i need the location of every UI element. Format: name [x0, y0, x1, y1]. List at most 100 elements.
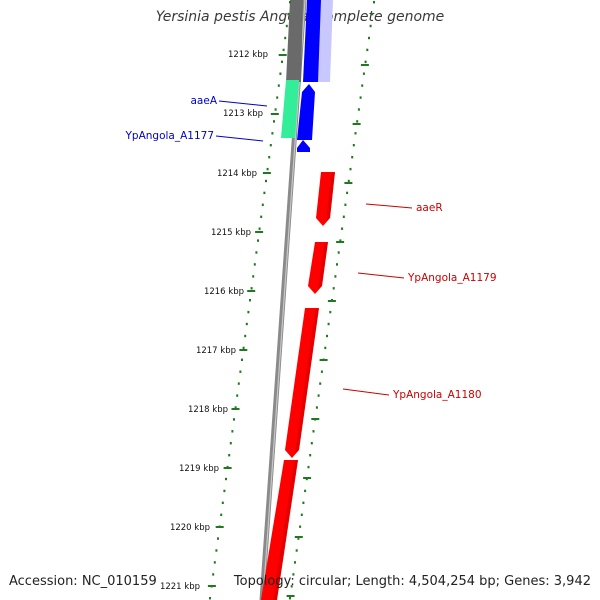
ruler-dot — [237, 382, 240, 385]
outer-track-dot — [357, 108, 360, 111]
gene-label-aaeR[interactable]: aaeR — [416, 202, 443, 214]
label-leader-aaeA — [218, 100, 268, 107]
outer-track-dot — [310, 442, 313, 445]
outer-track-dot — [292, 573, 295, 576]
ruler-dot — [253, 263, 256, 266]
ruler-tick-label: 1219 kbp — [179, 464, 219, 474]
genome-backbone-highlight — [262, 0, 306, 600]
ruler-dot — [285, 24, 288, 28]
ruler-dot — [266, 167, 269, 171]
gene-label-YpAngola_A1177[interactable]: YpAngola_A1177 — [124, 130, 214, 142]
outer-track-dot — [346, 191, 349, 195]
outer-track-dot — [337, 251, 340, 254]
outer-track-dot — [295, 549, 298, 552]
ruler-dot — [289, 1, 291, 4]
ruler-dot — [271, 132, 274, 135]
reverse-gene-shade — [318, 242, 328, 290]
ruler-dot — [252, 275, 255, 278]
outer-track-dot — [315, 406, 318, 409]
ruler-tick-label: 1215 kbp — [211, 228, 251, 238]
ruler-dot — [228, 454, 231, 457]
outer-track-dot — [362, 72, 365, 75]
outer-track-dot — [351, 156, 354, 159]
outer-track-dot — [364, 60, 367, 63]
forward-gene-1 — [303, 0, 321, 82]
ruler-dot — [229, 442, 232, 445]
ruler-dot — [257, 239, 259, 242]
outer-track-dot — [290, 585, 293, 588]
ruler-tick-label: 1217 kbp — [196, 346, 236, 356]
reverse-gene-shade — [326, 172, 335, 222]
outer-track-dot — [319, 382, 322, 385]
outer-track-dot — [334, 275, 337, 278]
label-leader-YpAngola_A1177 — [215, 135, 264, 142]
outer-track-dot — [368, 36, 370, 40]
ruler-dot — [242, 346, 245, 350]
ruler-dot — [231, 430, 234, 433]
ruler-dot — [245, 322, 248, 326]
outer-track-dot — [324, 346, 327, 350]
ruler-left-track — [209, 1, 291, 600]
reverse-gene-shade — [295, 308, 319, 454]
ruler-dot — [209, 597, 211, 600]
outer-track-dot — [354, 132, 357, 135]
ruler-dot — [217, 537, 219, 540]
ruler-dot — [276, 96, 279, 99]
ruler-dot — [247, 310, 250, 314]
ruler-dot — [273, 120, 275, 123]
outer-track-dot — [329, 310, 332, 314]
label-leader-aaeR — [365, 203, 413, 209]
ruler-tick-label: 1214 kbp — [217, 169, 257, 179]
outer-track-dot — [294, 561, 296, 564]
outer-track-dot — [352, 144, 355, 147]
gene-label-aaeA[interactable]: aaeA — [190, 95, 217, 107]
outer-track-dot — [332, 287, 335, 290]
outer-track-dot — [349, 167, 352, 171]
outer-track-dot — [312, 430, 315, 433]
reverse-gene-shade — [273, 460, 298, 600]
ruler-ticks — [207, 54, 369, 597]
ruler-tick-label: 1221 kbp — [160, 582, 200, 592]
outer-track-dot — [369, 24, 372, 28]
outer-track-dot — [304, 489, 307, 493]
ruler-dot — [263, 191, 266, 195]
outer-track-dot — [320, 370, 323, 373]
ruler-tick-label: 1220 kbp — [170, 523, 210, 533]
outer-track-dot — [373, 1, 375, 4]
ruler-dot — [223, 489, 226, 493]
cog-track-gray-segment — [286, 0, 303, 82]
ruler-dot — [284, 36, 287, 40]
outer-track-dot — [300, 513, 303, 516]
ruler-dot — [241, 358, 243, 361]
outer-track-dot — [341, 227, 344, 230]
ruler-tick-label: 1216 kbp — [204, 287, 244, 297]
outer-track-dot — [336, 263, 338, 266]
ruler-dot — [277, 84, 280, 87]
ruler-dot — [268, 156, 271, 159]
outer-track-dot — [347, 179, 350, 183]
ruler-dot — [282, 48, 285, 52]
outer-track-dot — [289, 597, 291, 600]
ruler-dot — [279, 72, 282, 75]
cog-track-lavender-segment — [318, 0, 333, 82]
ruler-dot — [287, 12, 290, 16]
outer-track-dot — [361, 84, 364, 87]
ruler-dot — [220, 513, 223, 516]
outer-track-dot — [356, 120, 359, 123]
outer-track-dot — [344, 203, 347, 206]
outer-track-dot — [327, 322, 330, 326]
outer-track-dot — [317, 394, 320, 397]
ruler-dot — [236, 394, 239, 397]
reverse-gene-next — [261, 460, 298, 600]
ruler-dot — [269, 144, 272, 147]
gene-label-YpAngola_A1179[interactable]: YpAngola_A1179 — [407, 272, 497, 284]
ruler-dot — [234, 406, 237, 409]
ruler-dot — [244, 334, 247, 338]
outer-track-dot — [309, 454, 312, 457]
outer-track-dot — [302, 501, 305, 504]
gene-label-YpAngola_A1180[interactable]: YpAngola_A1180 — [392, 389, 482, 401]
ruler-tick-label: 1218 kbp — [188, 405, 228, 415]
cog-track-green-segment — [281, 80, 299, 138]
